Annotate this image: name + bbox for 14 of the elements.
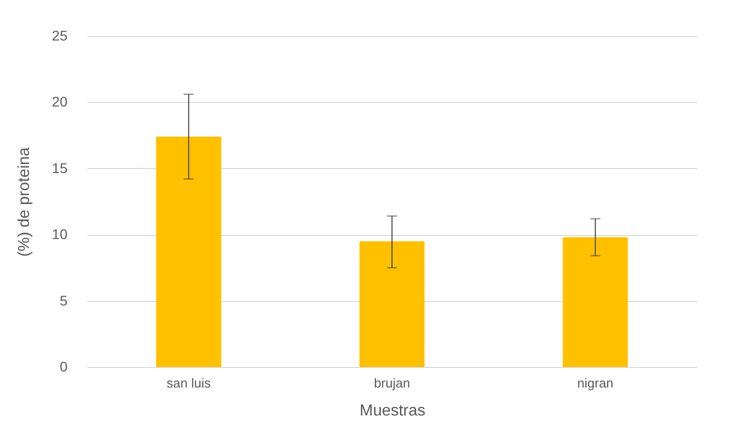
y-tick-label: 10 [52, 226, 68, 242]
y-tick-label: 20 [52, 94, 68, 110]
x-tick-label: brujan [374, 376, 410, 390]
y-tick-label: 25 [52, 28, 68, 44]
bar [359, 241, 425, 367]
y-tick-label: 15 [52, 160, 68, 176]
y-axis-title: (%) de proteina [16, 147, 33, 257]
y-tick-label: 0 [60, 358, 68, 374]
y-tick-label: 5 [60, 292, 68, 308]
x-axis-title: Muestras [360, 402, 426, 420]
bar [562, 237, 628, 367]
bar [156, 136, 222, 367]
x-tick-label: san luis [166, 376, 212, 390]
x-tick-label: nigran [577, 376, 614, 390]
